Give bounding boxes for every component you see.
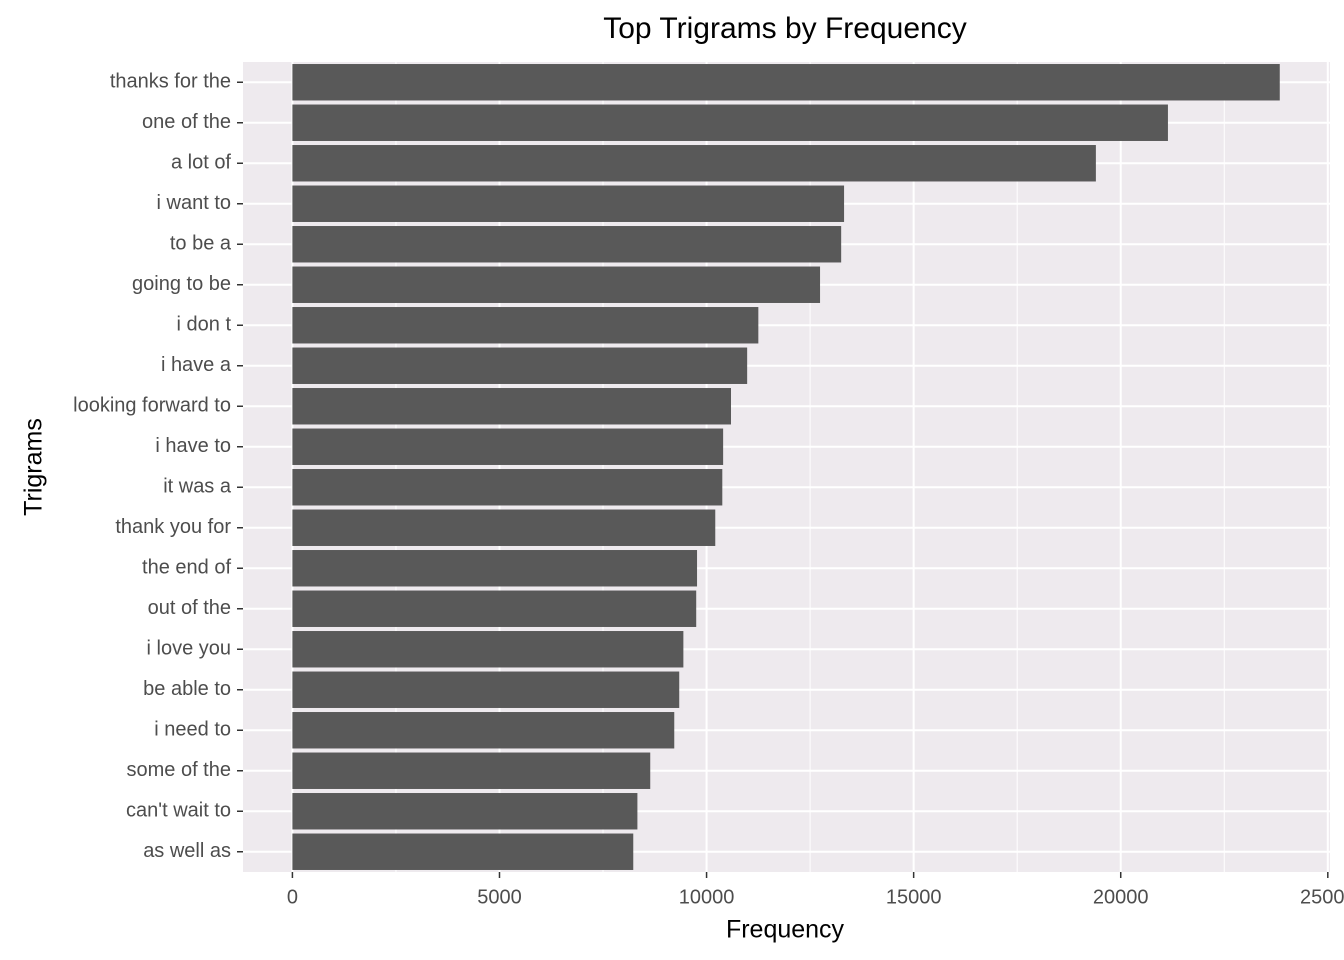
y-tick-label: thank you for [115,516,231,538]
bar [292,550,698,587]
bar [292,752,651,789]
y-tick-label: thanks for the [110,71,231,93]
bar [292,833,634,870]
x-tick-label: 5000 [477,886,522,908]
bar [292,226,842,263]
bar [292,307,759,344]
x-axis-title: Frequency [726,916,845,944]
x-tick-label: 0 [287,886,298,908]
y-tick-label: i love you [147,638,232,660]
y-tick-label: as well as [143,840,231,862]
bar [292,64,1280,101]
y-tick-label: one of the [142,111,231,133]
bar [292,509,716,546]
bar [292,428,724,465]
x-tick-label: 10000 [679,886,735,908]
y-tick-label: it was a [163,476,232,498]
x-tick-label: 15000 [886,886,942,908]
bar [292,469,723,506]
y-tick-label: out of the [148,597,231,619]
panel-background [243,62,1330,872]
bar [292,671,680,708]
bar [292,145,1096,182]
y-tick-label: some of the [126,759,231,781]
x-tick-label: 20000 [1093,886,1149,908]
bar [292,793,638,830]
y-tick-label: going to be [132,273,231,295]
bar [292,590,697,627]
bar [292,104,1168,141]
y-tick-label: can't wait to [126,800,231,822]
y-tick-label: i want to [157,192,231,214]
bar [292,631,684,668]
bar [292,347,748,384]
bar [292,185,845,222]
x-tick-label: 25000 [1300,886,1344,908]
y-tick-label: i don t [177,314,232,336]
y-tick-label: i have a [161,354,232,376]
y-tick-label: the end of [142,557,231,579]
y-axis-title: Trigrams [20,418,48,516]
y-tick-label: looking forward to [73,395,231,417]
bar [292,266,821,303]
y-tick-label: to be a [170,233,232,255]
y-tick-label: i have to [155,435,231,457]
chart-title: Top Trigrams by Frequency [603,12,966,45]
bar [292,388,732,425]
bar [292,712,675,749]
y-tick-label: a lot of [171,152,231,174]
y-tick-label: be able to [143,678,231,700]
y-tick-label: i need to [154,719,231,741]
